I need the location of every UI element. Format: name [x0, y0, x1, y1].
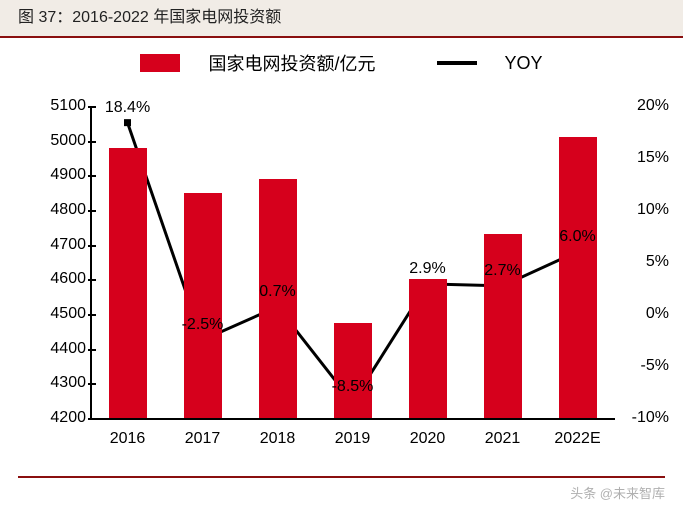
- bar-swatch-icon: [140, 54, 180, 72]
- watermark: 头条 @未来智库: [570, 483, 665, 502]
- data-label: -2.5%: [182, 316, 224, 334]
- ytick-right: 20%: [619, 97, 669, 115]
- legend-line: YOY: [423, 52, 557, 72]
- bar: [184, 193, 222, 418]
- data-label: -8.5%: [332, 378, 374, 396]
- ytick-left: 4600: [40, 270, 86, 288]
- legend: 国家电网投资额/亿元 YOY: [0, 50, 683, 76]
- x-label: 2019: [318, 430, 388, 448]
- legend-bar-label: 国家电网投资额/亿元: [208, 54, 375, 74]
- ytick-left: 4200: [40, 409, 86, 427]
- ytick-left: 4900: [40, 166, 86, 184]
- legend-line-label: YOY: [505, 53, 543, 73]
- ytick-right: -10%: [619, 409, 669, 427]
- ytick-left: 5000: [40, 132, 86, 150]
- ytick-left: 4800: [40, 201, 86, 219]
- chart-area: 国家电网投资额/亿元 YOY 18.4% -2.5% 0.7% -8.5% 2.9% 2.…: [0, 50, 683, 470]
- bar: [559, 137, 597, 418]
- data-label: 2.7%: [484, 262, 520, 280]
- data-label: 6.0%: [559, 228, 595, 246]
- line-swatch-icon: [437, 61, 477, 65]
- chart-title: 图 37：2016-2022 年国家电网投资额: [0, 0, 683, 38]
- x-label: 2022E: [543, 430, 613, 448]
- data-label: 2.9%: [409, 260, 445, 278]
- figure-container: 图 37：2016-2022 年国家电网投资额 国家电网投资额/亿元 YOY 1…: [0, 0, 683, 506]
- ytick-left: 4400: [40, 340, 86, 358]
- ytick-right: 10%: [619, 201, 669, 219]
- x-label: 2018: [243, 430, 313, 448]
- ytick-left: 4500: [40, 305, 86, 323]
- ytick-left: 4700: [40, 236, 86, 254]
- ytick-right: 0%: [619, 305, 669, 323]
- ytick-left: 5100: [40, 97, 86, 115]
- bar: [109, 148, 147, 418]
- data-label: 0.7%: [259, 283, 295, 301]
- legend-bar: 国家电网投资额/亿元: [126, 52, 389, 72]
- data-label: 18.4%: [105, 99, 150, 117]
- x-label: 2020: [393, 430, 463, 448]
- bar: [334, 323, 372, 418]
- ytick-left: 4300: [40, 374, 86, 392]
- plot-area: 18.4%-2.5%0.7%-8.5%2.9%2.7%6.0%: [90, 106, 615, 420]
- ytick-right: 5%: [619, 253, 669, 271]
- bottom-rule: [18, 476, 665, 478]
- ytick-right: -5%: [619, 357, 669, 375]
- x-label: 2017: [168, 430, 238, 448]
- ytick-right: 15%: [619, 149, 669, 167]
- bar: [409, 279, 447, 418]
- x-label: 2021: [468, 430, 538, 448]
- x-label: 2016: [93, 430, 163, 448]
